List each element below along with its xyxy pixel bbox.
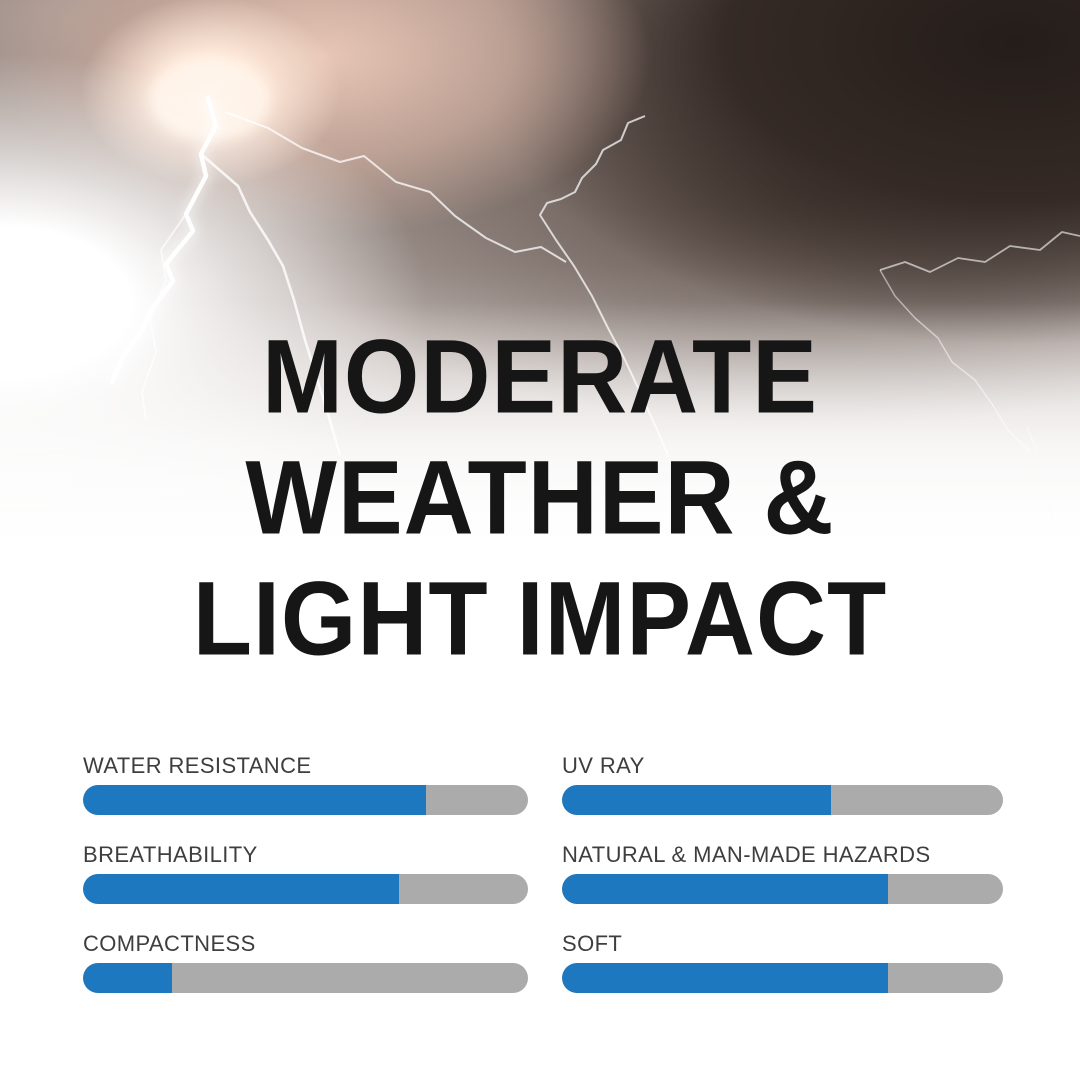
stat-label: BREATHABILITY: [83, 842, 258, 867]
stat-label: UV RAY: [562, 753, 645, 778]
stat-uv-ray: UV RAY: [562, 753, 1003, 815]
stat-label: COMPACTNESS: [83, 931, 256, 956]
progress-bar-track: [562, 874, 1003, 904]
stat-label: WATER RESISTANCE: [83, 753, 312, 778]
stat-label: NATURAL & MAN-MADE HAZARDS: [562, 842, 931, 867]
title-line-2: WEATHER &: [245, 438, 835, 557]
stat-water-resistance: WATER RESISTANCE: [83, 753, 528, 815]
progress-bar-track: [562, 963, 1003, 993]
progress-bar-fill: [83, 874, 399, 904]
title-line-3: LIGHT IMPACT: [192, 559, 888, 678]
progress-bar-track: [83, 874, 528, 904]
progress-bar-fill: [562, 785, 831, 815]
stat-breathability: BREATHABILITY: [83, 842, 528, 904]
progress-bar-fill: [83, 785, 426, 815]
stat-natural-man-made-hazards: NATURAL & MAN-MADE HAZARDS: [562, 842, 1003, 904]
progress-bar-track: [83, 963, 528, 993]
rating-bars-grid: WATER RESISTANCE UV RAY BREATHABILITY NA…: [83, 753, 1003, 993]
progress-bar-track: [83, 785, 528, 815]
white-fade-overlay: [0, 0, 1080, 720]
progress-bar-track: [562, 785, 1003, 815]
progress-bar-fill: [83, 963, 172, 993]
stat-label: SOFT: [562, 931, 623, 956]
title-line-1: MODERATE: [262, 317, 818, 436]
progress-bar-fill: [562, 963, 889, 993]
page-title: MODERATE WEATHER & LIGHT IMPACT: [0, 316, 1080, 679]
stat-compactness: COMPACTNESS: [83, 931, 528, 993]
stat-soft: SOFT: [562, 931, 1003, 993]
progress-bar-fill: [562, 874, 889, 904]
